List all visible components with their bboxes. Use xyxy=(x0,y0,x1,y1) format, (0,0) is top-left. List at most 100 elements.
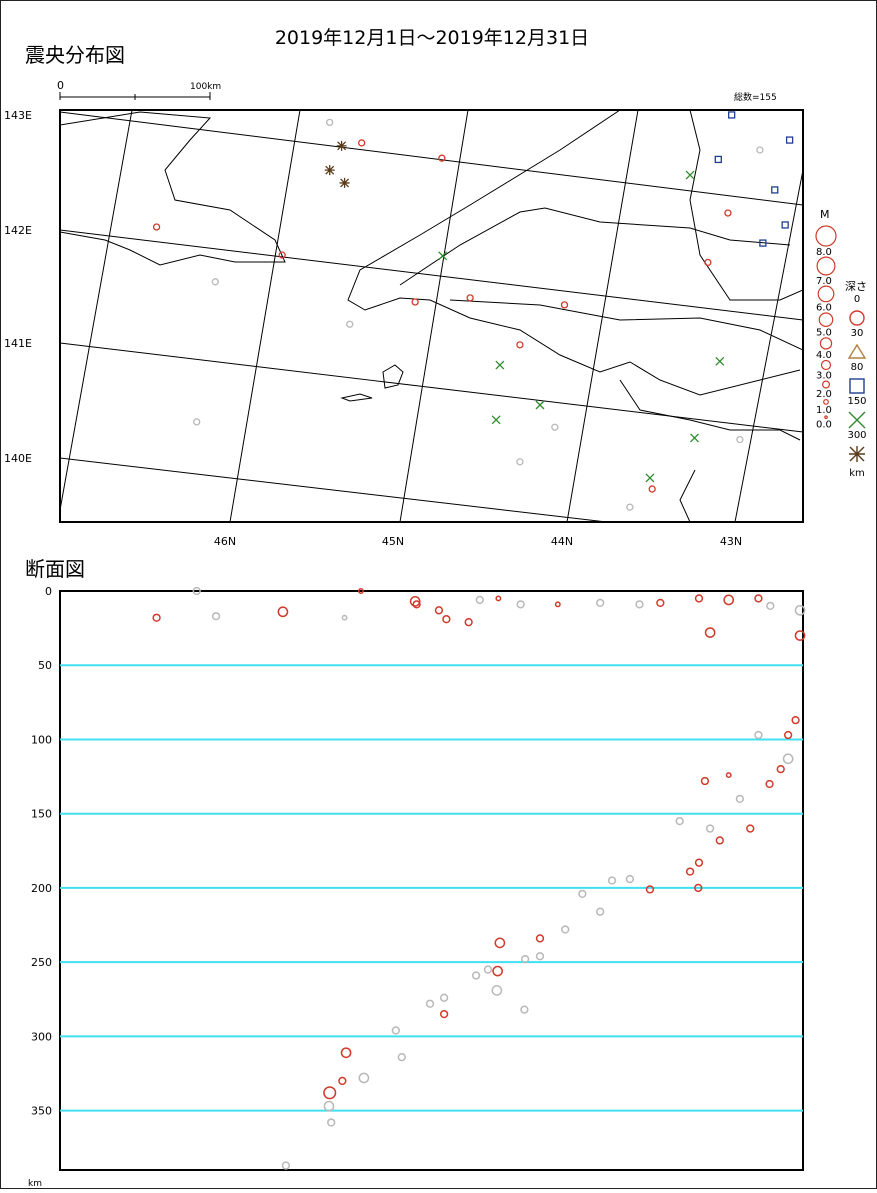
legend-m-symbol xyxy=(819,337,833,350)
legend-m-title: M xyxy=(820,208,830,221)
legend-m-symbol xyxy=(824,415,828,419)
legend-depth-symbol xyxy=(849,378,865,394)
hypocenter xyxy=(694,594,704,603)
hypocenter xyxy=(425,999,435,1008)
hypocenter xyxy=(700,776,710,786)
hypocenter xyxy=(596,907,605,916)
hypocenter xyxy=(281,1161,291,1170)
y-tick-label: 200 xyxy=(31,882,52,895)
hypocenter xyxy=(516,600,525,609)
epicenter xyxy=(704,258,712,267)
lat-label: 141E xyxy=(4,337,32,350)
lon-label: 44N xyxy=(551,535,573,548)
hypocenter xyxy=(794,630,806,641)
hypocenter xyxy=(725,772,732,779)
legend-m-label: 5.0 xyxy=(816,327,832,338)
legend-m-label: 3.0 xyxy=(816,371,832,382)
legend-m-symbol xyxy=(820,359,832,371)
depth-unit: km xyxy=(28,1179,42,1189)
epicenter xyxy=(690,433,699,443)
hypocenter xyxy=(358,1072,370,1084)
hypocenter xyxy=(766,601,775,610)
epicenter xyxy=(438,251,448,261)
epicenter xyxy=(785,136,794,144)
epicenter xyxy=(626,503,634,511)
epicenter xyxy=(438,154,446,162)
hypocenter xyxy=(715,836,724,845)
hypocenter xyxy=(596,598,605,608)
epicenter xyxy=(535,400,545,410)
hypocenter xyxy=(483,965,493,974)
hypocenter xyxy=(211,612,221,621)
epicenter xyxy=(346,320,354,328)
hypocenter xyxy=(434,606,444,615)
legend-m-label: 8.0 xyxy=(816,247,832,258)
y-tick-label: 150 xyxy=(31,808,52,821)
legend-m-label: 0.0 xyxy=(816,419,832,430)
legend-depth-symbol xyxy=(848,411,866,429)
y-tick-label: 50 xyxy=(38,659,52,672)
hypocenter xyxy=(439,993,449,1002)
scale-zero: 0 xyxy=(57,79,64,92)
legend-m-label: 4.0 xyxy=(816,350,832,361)
legend-m-symbol xyxy=(816,256,836,276)
hypocenter xyxy=(391,1026,400,1035)
y-tick-label: 350 xyxy=(31,1105,52,1118)
epicenter xyxy=(324,165,335,176)
epicenter xyxy=(411,298,419,306)
hypocenter xyxy=(495,595,502,602)
epicenter xyxy=(771,186,779,194)
hypocenter xyxy=(323,1100,335,1112)
y-tick-label: 100 xyxy=(31,733,52,746)
map-lines xyxy=(59,109,804,523)
section-title: 断面図 xyxy=(25,557,85,581)
epicenter xyxy=(648,485,656,493)
hypocenter xyxy=(475,595,484,605)
legend-depth-symbol xyxy=(849,310,865,326)
legend-m-label: 1.0 xyxy=(816,405,832,416)
legend-m-label: 2.0 xyxy=(816,389,832,400)
hypocenter xyxy=(685,867,695,876)
legend-m-symbol xyxy=(817,285,835,303)
hypocenter xyxy=(341,614,348,621)
legend-m-symbol xyxy=(815,225,837,247)
epicenter xyxy=(781,221,789,229)
epicenter xyxy=(724,209,732,217)
epicenter xyxy=(756,146,764,154)
hypocenter xyxy=(765,779,774,789)
hypocenter xyxy=(327,1118,336,1127)
epicenter xyxy=(516,458,524,466)
map-title: 震央分布図 xyxy=(25,43,125,67)
hypocenter xyxy=(409,596,421,607)
epicenter xyxy=(685,170,695,180)
lon-label: 45N xyxy=(382,535,404,548)
epicenter xyxy=(728,111,736,119)
epicenter xyxy=(326,118,334,127)
hypocenter xyxy=(277,606,289,618)
hypocenter xyxy=(397,1053,406,1062)
total-count: 総数=155 xyxy=(734,91,777,103)
legend-depth-unit: km xyxy=(849,468,865,479)
epicenter xyxy=(715,356,725,366)
lat-label: 140E xyxy=(4,452,32,465)
hypocenter xyxy=(520,1005,529,1014)
hypocenter xyxy=(152,613,161,622)
hypocenter xyxy=(675,816,684,826)
epicenter xyxy=(491,415,501,425)
legend-depth-symbol xyxy=(847,343,867,359)
hypocenter xyxy=(746,824,755,833)
hypocenter xyxy=(412,600,421,609)
hypocenter xyxy=(442,615,451,624)
hypocenter xyxy=(554,601,561,608)
legend-m-label: 6.0 xyxy=(816,303,832,314)
legend-depth-label: 150 xyxy=(847,396,866,407)
hypocenter xyxy=(656,598,665,608)
epicenter xyxy=(339,177,350,188)
epicenter xyxy=(211,278,219,286)
legend-depth-label: 80 xyxy=(851,362,864,373)
hypocenter xyxy=(645,885,655,894)
legend-depth-label: 0 xyxy=(854,294,860,305)
epicenter xyxy=(645,473,655,483)
hypocenter xyxy=(561,925,570,934)
hypocenter xyxy=(535,934,545,943)
